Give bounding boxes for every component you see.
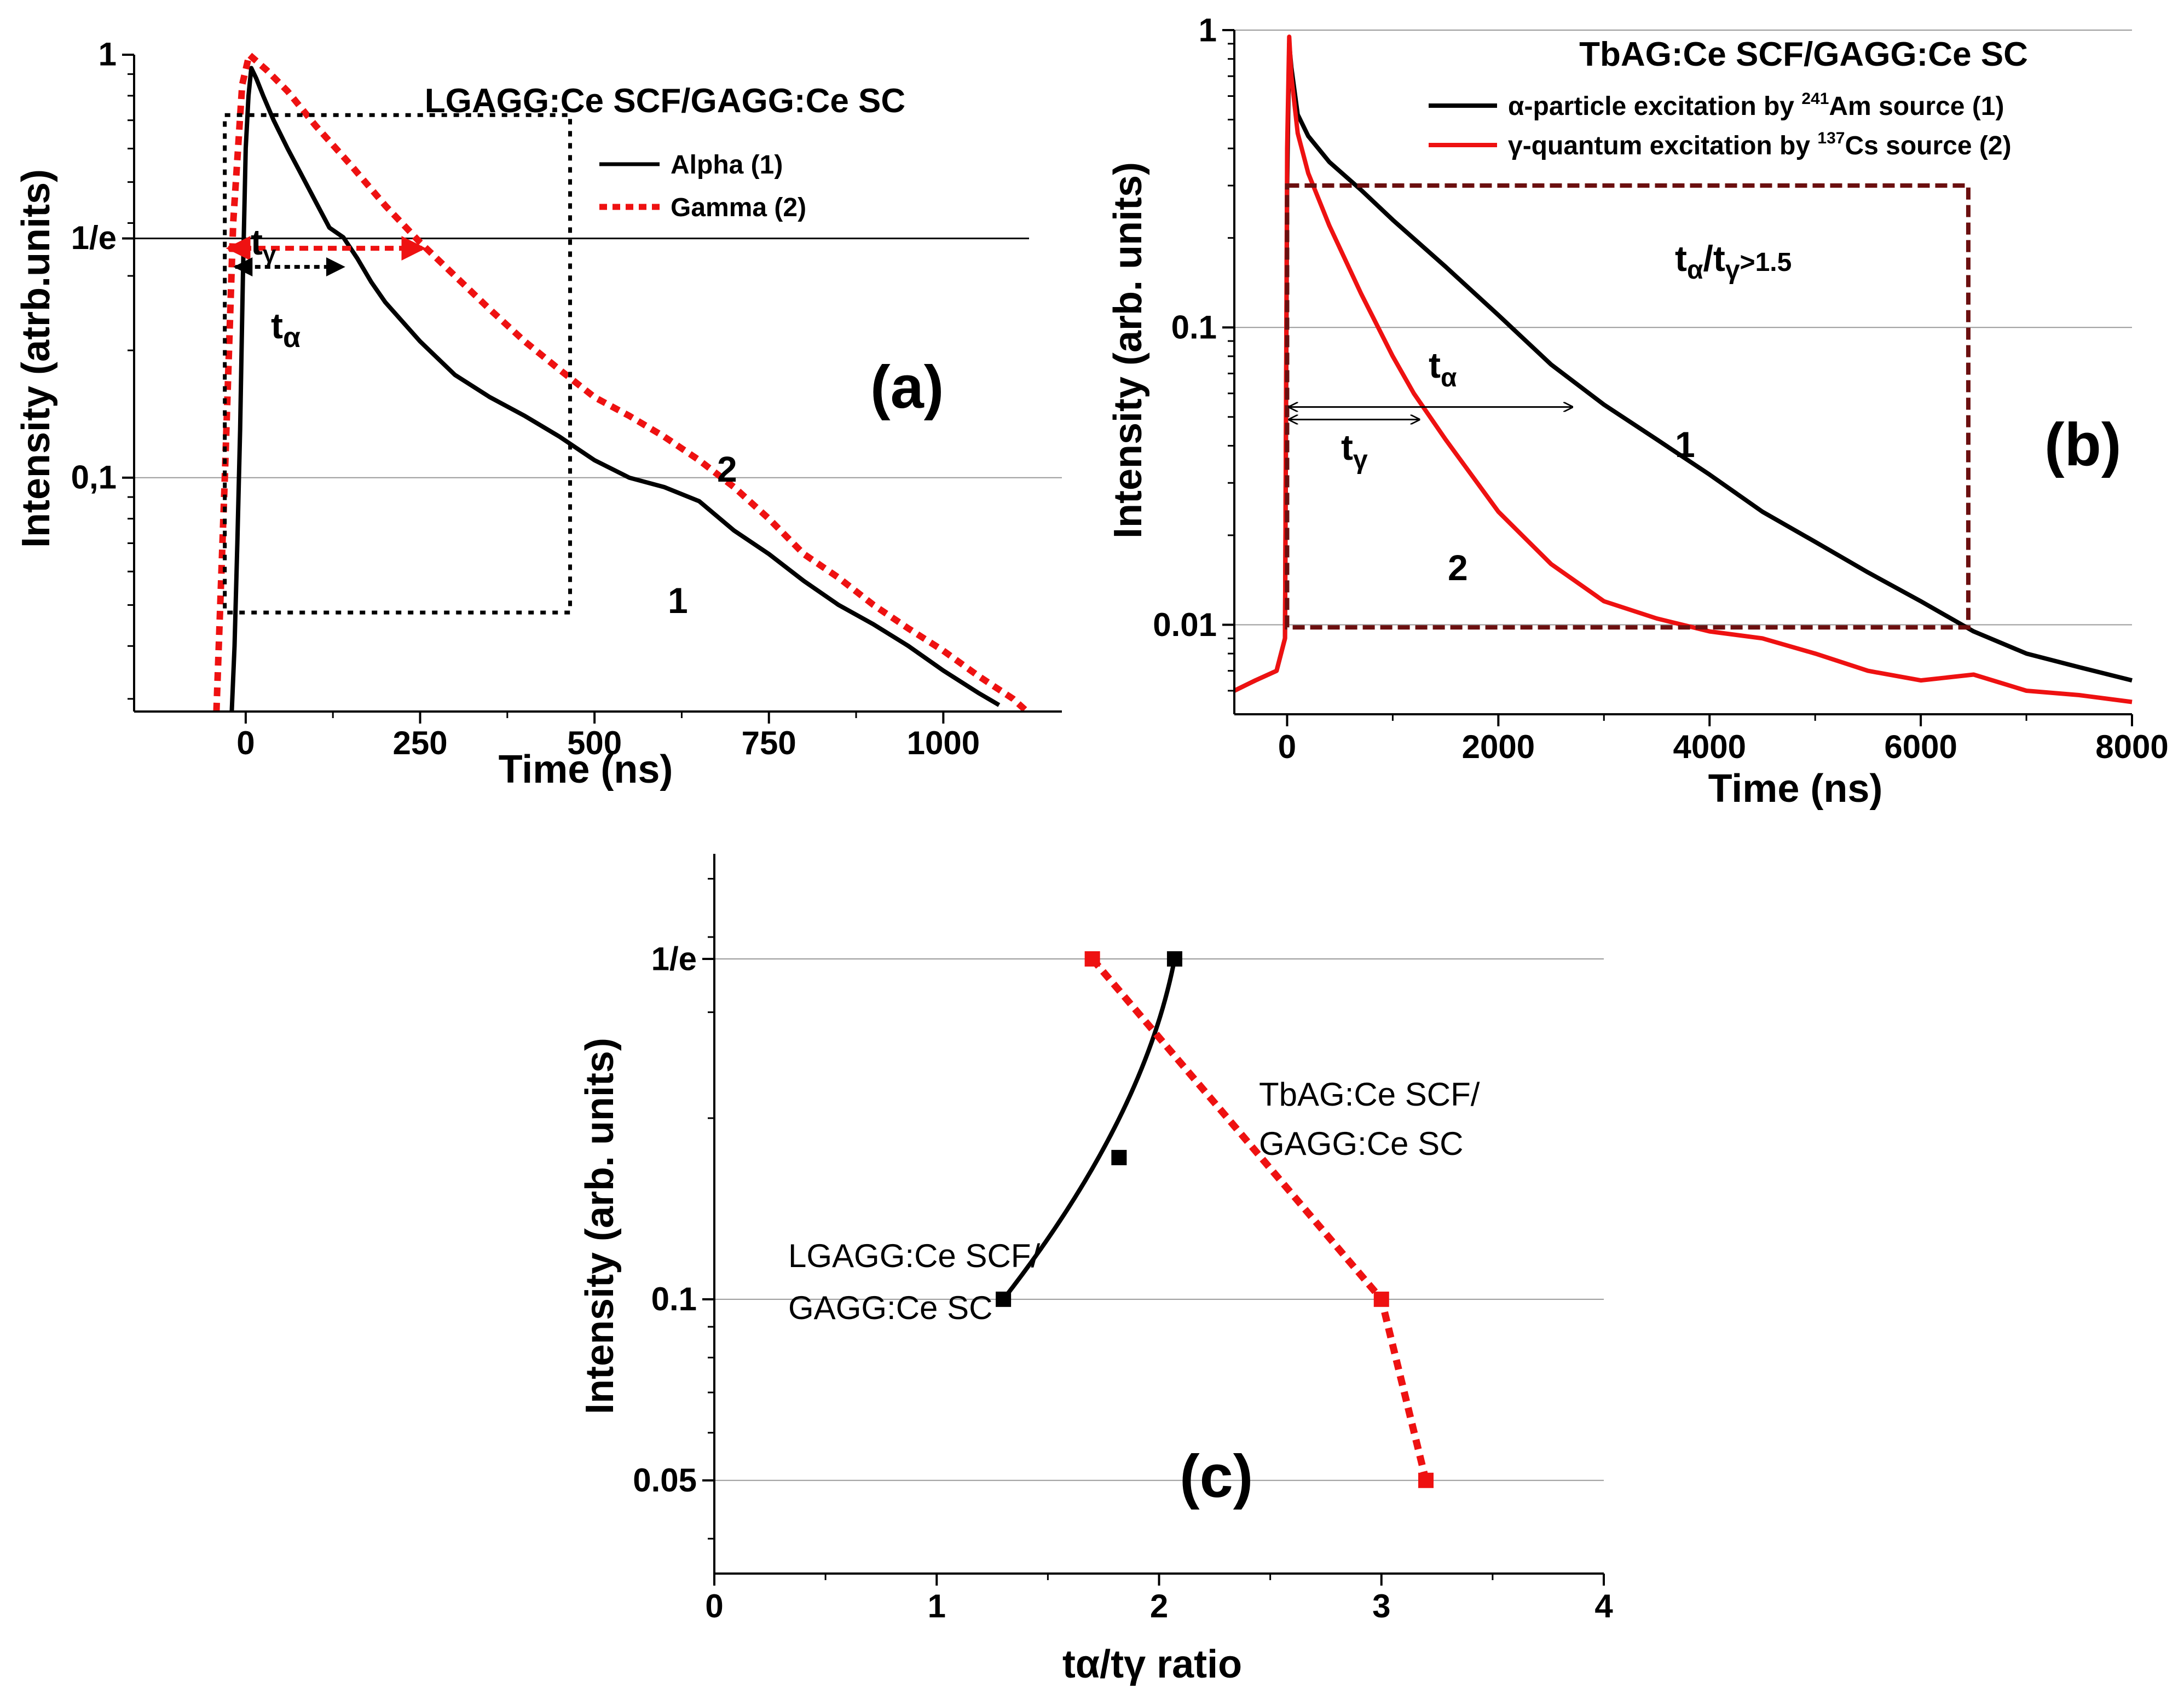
annotations-a <box>223 113 573 615</box>
panel-b: 0 2000 4000 6000 8000 1 0.1 0.01 TbAG:Ce SCF/GA… <box>1106 11 2169 811</box>
panel-c: 0 1 2 3 4 1/e 0.1 0.05 LGAGG:Ce SCF/ GAGG:Ce SC… <box>578 854 1613 1686</box>
ticks-a: 0 250 500 750 1000 1 1/e 0,1 <box>71 36 980 761</box>
x-tick-label-a: 250 <box>392 725 447 761</box>
x-tick-label-b: 8000 <box>2095 728 2168 765</box>
series-line-a-1 <box>229 66 1001 712</box>
series-line-a-2 <box>213 51 1030 714</box>
y-tick-label-a: 0,1 <box>71 459 117 495</box>
axes-a <box>133 55 1062 713</box>
t-alpha-label-a: tα <box>271 305 301 354</box>
legend-label-gamma: Gamma (2) <box>671 193 806 222</box>
x-tick-label-c: 2 <box>1150 1588 1168 1624</box>
x-tick-label-c: 1 <box>928 1588 946 1624</box>
x-tick-label-b: 6000 <box>1884 728 1957 765</box>
dashed-box-b <box>1285 183 1971 630</box>
t-gamma-label-a: tγ <box>251 222 276 268</box>
x-tick-label-c: 0 <box>705 1588 723 1624</box>
panel-label-a: (a) <box>870 354 944 421</box>
data-point-c-2 <box>1418 1472 1434 1488</box>
x-tick-label-b: 2000 <box>1462 728 1535 765</box>
x-axis-title-c: tα/tγ ratio <box>1062 1643 1242 1686</box>
chart-title-a: LGAGG:Ce SCF/GAGG:Ce SC <box>425 82 905 120</box>
ticks-c: 0 1 2 3 4 1/e 0.1 0.05 <box>633 878 1613 1624</box>
axes-c <box>713 854 1604 1575</box>
y-tick-label-b: 1 <box>1199 11 1217 48</box>
panel-a: 0 250 500 750 1000 1 1/e 0,1 LGAGG:Ce SCF/GAGG:… <box>14 36 1062 791</box>
data-point-c-2 <box>1084 951 1100 967</box>
data-point-c-1 <box>1166 951 1182 967</box>
x-tick-label-b: 0 <box>1278 728 1296 765</box>
curve-label-1-b: 1 <box>1675 424 1695 465</box>
data-point-c-1 <box>1111 1149 1127 1165</box>
annotations-b <box>1285 183 1971 630</box>
y-tick-label-c: 1/e <box>651 940 697 977</box>
ticks-b: 0 2000 4000 6000 8000 1 0.1 0.01 <box>1153 11 2169 765</box>
sample-label-tbag-line2: GAGG:Ce SC <box>1259 1125 1463 1162</box>
curve-label-2-a: 2 <box>717 449 737 489</box>
x-tick-label-a: 750 <box>742 725 796 761</box>
legend-b: α-particle excitation by 241Am source (1… <box>1429 90 2012 160</box>
series-group-c <box>996 951 1434 1488</box>
x-tick-label-b: 4000 <box>1673 728 1746 765</box>
x-axis-title-b: Time (ns) <box>1708 767 1883 811</box>
series-line-b-2 <box>1233 34 2133 704</box>
x-axis-title-a: Time (ns) <box>499 748 673 791</box>
legend-label-gamma-quantum: γ-quantum excitation by 137Cs source (2) <box>1508 129 2012 160</box>
legend-label-alpha: Alpha (1) <box>671 151 783 180</box>
series-group-a <box>213 51 1030 714</box>
ratio-label-b: tα/tγ>1.5 <box>1675 238 1792 285</box>
y-tick-label-b: 0.1 <box>1171 309 1217 346</box>
data-point-c-1 <box>996 1291 1012 1307</box>
data-point-c-2 <box>1373 1291 1389 1307</box>
series-line-c-1 <box>1001 958 1177 1301</box>
series-line-c-2 <box>1089 956 1430 1482</box>
x-tick-label-c: 4 <box>1594 1588 1613 1624</box>
legend-label-alpha-particle: α-particle excitation by 241Am source (1… <box>1508 90 2004 121</box>
chart-title-b: TbAG:Ce SCF/GAGG:Ce SC <box>1579 36 2028 73</box>
x-tick-label-a: 0 <box>236 725 255 761</box>
x-tick-label-c: 3 <box>1372 1588 1390 1624</box>
grid-c <box>714 958 1604 1481</box>
panel-label-b: (b) <box>2044 411 2121 478</box>
y-tick-label-c: 0.05 <box>633 1462 697 1499</box>
y-tick-label-a: 1/e <box>71 219 117 256</box>
y-axis-title-b: Intensity (arb. units) <box>1106 162 1150 539</box>
y-tick-label-c: 0.1 <box>651 1281 697 1317</box>
x-tick-label-a: 1000 <box>907 725 980 761</box>
y-axis-title-c: Intensity (arb. units) <box>578 1038 622 1414</box>
curve-label-2-b: 2 <box>1448 547 1468 588</box>
t-alpha-label-b: tα <box>1429 345 1457 392</box>
panel-label-c: (c) <box>1180 1443 1253 1510</box>
y-tick-label-a: 1 <box>99 36 117 73</box>
series-group-b <box>1233 34 2133 704</box>
y-tick-label-b: 0.01 <box>1153 606 1217 643</box>
axes-b <box>1233 30 2132 715</box>
legend-a: Alpha (1) Gamma (2) <box>599 151 806 222</box>
t-gamma-label-b: tγ <box>1341 427 1368 475</box>
x-tick-label-a: 500 <box>567 725 622 761</box>
sample-label-lgagg-line1: LGAGG:Ce SCF/ <box>788 1238 1040 1274</box>
sample-label-tbag-line1: TbAG:Ce SCF/ <box>1259 1076 1480 1113</box>
curve-label-1-a: 1 <box>668 580 688 621</box>
dotted-box-a <box>223 113 573 615</box>
sample-label-lgagg-line2: GAGG:Ce SC <box>788 1290 992 1326</box>
y-axis-title-a: Intensity (atrb.units) <box>14 169 58 548</box>
